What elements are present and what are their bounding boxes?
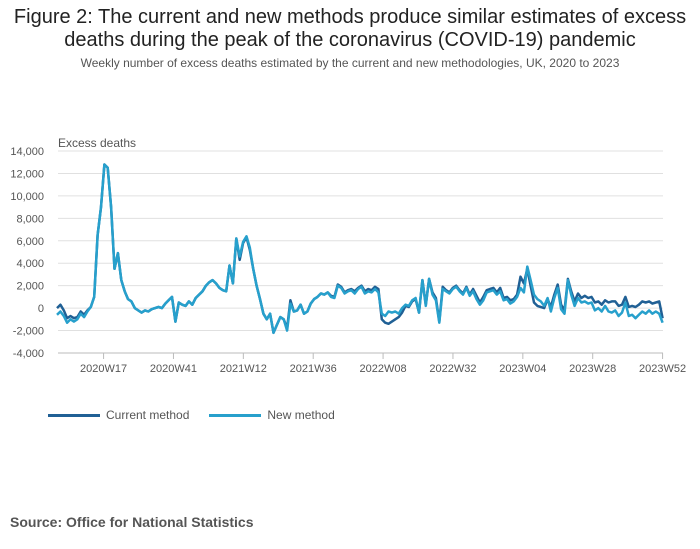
- y-tick-label: 0: [38, 303, 44, 315]
- chart-title: Figure 2: The current and new methods pr…: [13, 6, 687, 51]
- series-line-current: [56, 163, 664, 335]
- y-tick-label: 10,000: [10, 191, 44, 203]
- legend: Current method New method: [48, 408, 355, 422]
- legend-item-new[interactable]: New method: [209, 408, 335, 422]
- y-axis-label: Excess deaths: [58, 136, 137, 150]
- y-tick-label: -4,000: [13, 348, 44, 360]
- series-line-new: [56, 163, 664, 335]
- line-chart: -4,000 -2,000 0 2,000 4,000 6,000 8,000 10,000 1…: [10, 146, 686, 375]
- chart-subtitle: Weekly number of excess deaths estimated…: [80, 56, 620, 70]
- x-tick-label: 2023W52: [639, 363, 686, 375]
- x-tick-label: 2023W28: [569, 363, 616, 375]
- x-tick-label: 2021W36: [290, 363, 337, 375]
- legend-swatch-current: [48, 413, 100, 417]
- legend-label-current: Current method: [106, 408, 190, 422]
- x-tick-label: 2022W08: [360, 363, 407, 375]
- x-tick-label: 2020W41: [150, 363, 197, 375]
- y-tick-label: 2,000: [16, 281, 44, 293]
- x-tick-label: 2022W32: [429, 363, 476, 375]
- legend-swatch-new: [209, 413, 262, 417]
- y-tick-label: 12,000: [10, 168, 44, 180]
- x-tick-label: 2021W12: [220, 363, 267, 375]
- y-tick-label: -2,000: [13, 326, 44, 338]
- legend-label-new: New method: [267, 408, 335, 422]
- y-tick-label: 8,000: [16, 213, 44, 225]
- y-tick-label: 4,000: [16, 258, 44, 270]
- x-tick-label: 2023W04: [499, 363, 546, 375]
- source-note: Source: Office for National Statistics: [10, 514, 254, 530]
- legend-item-current[interactable]: Current method: [48, 408, 189, 422]
- y-tick-label: 6,000: [16, 236, 44, 248]
- y-tick-label: 14,000: [10, 146, 44, 158]
- x-tick-label: 2020W17: [80, 363, 127, 375]
